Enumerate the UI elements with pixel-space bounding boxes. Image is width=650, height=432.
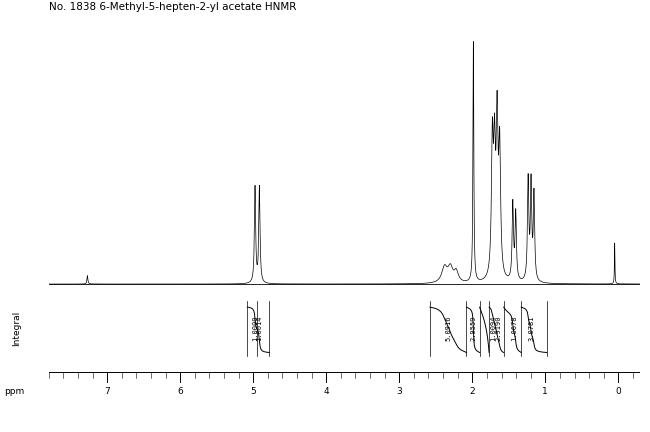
Text: Integral: Integral bbox=[12, 311, 21, 346]
Text: 4: 4 bbox=[324, 387, 329, 396]
Text: 1.0014: 1.0014 bbox=[257, 315, 263, 341]
Text: 1.0094: 1.0094 bbox=[489, 315, 496, 341]
Text: 1: 1 bbox=[543, 387, 548, 396]
Text: 6: 6 bbox=[177, 387, 183, 396]
Text: 3: 3 bbox=[396, 387, 402, 396]
Text: 7: 7 bbox=[104, 387, 110, 396]
Text: 5: 5 bbox=[250, 387, 256, 396]
Text: 3.0781: 3.0781 bbox=[529, 315, 535, 341]
Text: 1.0000: 1.0000 bbox=[252, 315, 258, 341]
Text: No. 1838 6-Methyl-5-hepten-2-yl acetate HNMR: No. 1838 6-Methyl-5-hepten-2-yl acetate … bbox=[49, 2, 296, 12]
Text: ppm: ppm bbox=[4, 387, 24, 396]
Text: 2.9559: 2.9559 bbox=[471, 315, 476, 341]
Text: 2: 2 bbox=[469, 387, 475, 396]
Text: 1.0678: 1.0678 bbox=[511, 315, 517, 341]
Text: 0: 0 bbox=[616, 387, 621, 396]
Text: 2.9190: 2.9190 bbox=[495, 315, 501, 341]
Text: 5.0916: 5.0916 bbox=[445, 315, 451, 341]
